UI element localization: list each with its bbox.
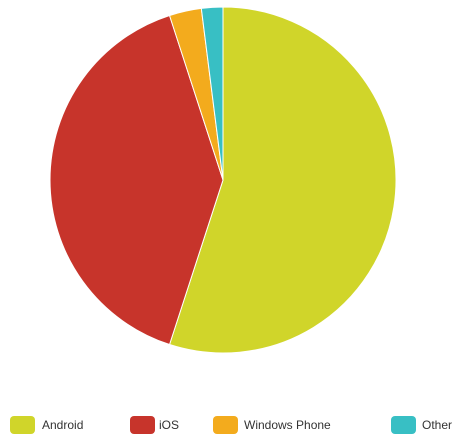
legend: Android iOS Windows Phone Other (10, 416, 452, 434)
legend-swatch-android (10, 416, 35, 434)
pie-slice-ios[interactable] (49, 14, 224, 346)
legend-label-other: Other (422, 418, 452, 432)
pie-slices (49, 6, 397, 354)
legend-swatch-other (391, 416, 416, 434)
pie-slice-other[interactable] (200, 6, 224, 181)
legend-label-windows-phone: Windows Phone (244, 418, 331, 432)
legend-item-ios[interactable]: iOS (130, 416, 179, 434)
legend-item-android[interactable]: Android (10, 416, 83, 434)
legend-swatch-windows-phone (213, 416, 238, 434)
legend-item-other[interactable]: Other (391, 416, 452, 434)
legend-item-windows-phone[interactable]: Windows Phone (213, 416, 331, 434)
pie-slice-android[interactable] (168, 6, 397, 354)
legend-label-android: Android (42, 418, 83, 432)
legend-label-ios: iOS (159, 418, 179, 432)
legend-swatch-ios (130, 416, 155, 434)
